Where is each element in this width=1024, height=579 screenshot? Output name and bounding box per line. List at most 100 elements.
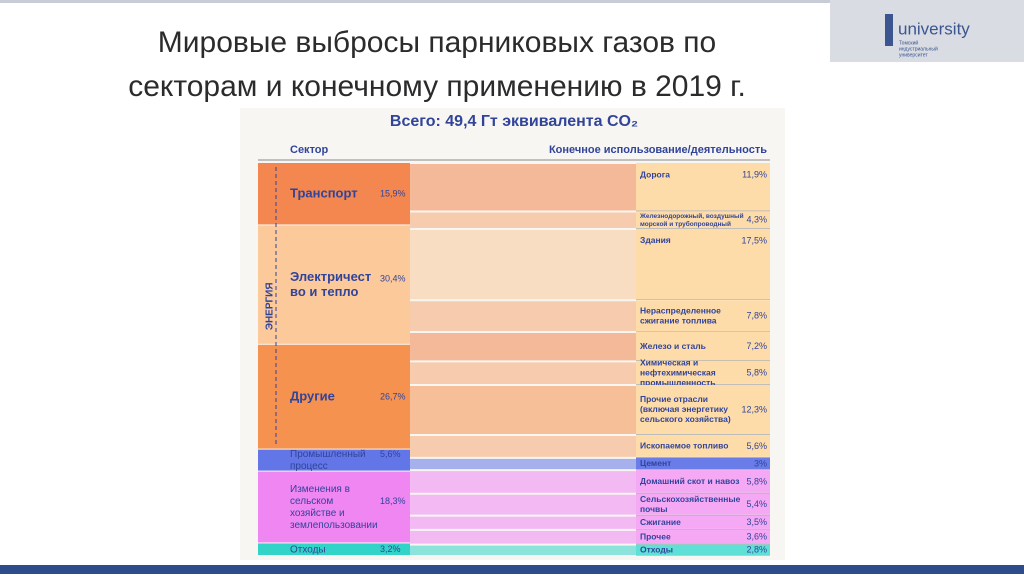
target-value: 5,8% [746,368,767,378]
source-node [258,225,410,344]
logo-box [830,0,1024,62]
source-node [258,163,410,225]
source-label: Электричест [290,269,371,284]
target-label: Ископаемое топливо [640,441,728,451]
target-label: промышленность [640,377,716,387]
target-value: 11,9% [742,169,767,179]
target-label: сжигание топлива [640,315,717,325]
target-label: Химическая и [640,357,698,367]
flow-band [410,436,636,457]
target-label: Прочее [640,532,671,542]
logo-sub: университет [899,52,928,58]
flow-band [410,301,636,332]
target-node [636,470,770,493]
target-node [636,300,770,332]
target-value: 7,2% [746,341,767,351]
flow-band [410,229,636,300]
target-value: 2,8% [746,545,767,555]
target-node [636,384,770,435]
source-value: 30,4% [380,273,406,283]
target-node [636,361,770,384]
source-node [258,344,410,449]
source-label: хозяйстве и [290,508,345,519]
target-node [636,435,770,457]
target-value: 5,8% [746,476,767,486]
target-value: 4,3% [746,215,767,225]
source-label: сельском [290,496,333,507]
target-label: Сжигание [640,517,681,527]
source-node [258,543,410,555]
flow-band [410,212,636,228]
target-label: почвы [640,504,668,514]
source-value: 5,6% [380,449,401,459]
flow-band [410,333,636,361]
flow-band [410,530,636,544]
target-node [636,515,770,529]
source-value: 26,7% [380,392,406,402]
target-label: сельского хозяйства) [640,414,731,424]
target-value: 3% [754,458,767,468]
source-label: Транспорт [290,186,358,201]
target-label: морской и трубопроводный [640,220,731,228]
target-node [636,332,770,361]
source-label: Другие [290,389,335,404]
flow-band [410,545,636,555]
flow-band [410,385,636,435]
target-label: Железнодорожный, воздушный [639,212,744,220]
target-label: Прочие отрасли [640,394,708,404]
target-node [636,493,770,515]
group-label: ЭНЕРГИЯ [265,282,276,330]
target-label: Сельскохозяйственные [640,494,741,504]
flow-band [410,471,636,493]
target-label: Здания [640,235,671,245]
logo-text: university [898,19,970,38]
target-node [636,529,770,544]
flow-band [410,458,636,470]
target-value: 7,8% [746,311,767,321]
flow-band [410,164,636,211]
source-label: землепользовании [290,520,378,531]
target-value: 17,5% [741,235,767,245]
target-node [636,457,770,470]
target-node [636,228,770,300]
target-label: Железо и сталь [639,341,706,351]
target-label: Дорога [640,169,670,179]
target-node [636,544,770,555]
source-value: 15,9% [380,189,406,199]
flow-band [410,516,636,529]
target-label: Отходы [640,545,673,555]
target-value: 5,6% [746,441,767,451]
source-label: Изменения в [290,484,350,495]
target-value: 3,5% [746,517,767,527]
title-line: Мировые выбросы парниковых газов по [158,26,716,59]
target-label: нефтехимическая [640,367,716,377]
logo-sub: Томский [899,39,918,46]
source-value: 18,3% [380,496,406,506]
target-value: 12,3% [741,404,767,414]
target-label: (включая энергетику [640,404,728,414]
target-label: Нераспределенное [640,305,721,315]
logo-sub: индустриальный [899,45,938,52]
top-border [0,0,1024,3]
right-header: Конечное использование/деятельность [549,144,767,156]
logo-icon [885,14,893,46]
source-value: 3,2% [380,544,401,554]
source-node [258,471,410,543]
subtitle: Всего: 49,4 Гт эквивалента CO₂ [390,113,638,130]
title-line: секторам и конечному применению в 2019 г… [128,70,746,103]
target-node [636,163,770,211]
bottom-bar [0,565,1024,574]
target-label: Цемент [640,458,671,468]
target-value: 3,6% [746,532,767,542]
source-node [258,449,410,471]
left-header: Сектор [290,144,329,156]
flow-band [410,494,636,515]
target-node [636,211,770,228]
source-label: Промышленный [290,449,366,460]
source-label: во и тепло [290,284,359,299]
target-label: Домашний скот и навоз [640,476,739,486]
flow-band [410,362,636,384]
source-label: Отходы [290,544,326,555]
target-value: 5,4% [746,499,767,509]
